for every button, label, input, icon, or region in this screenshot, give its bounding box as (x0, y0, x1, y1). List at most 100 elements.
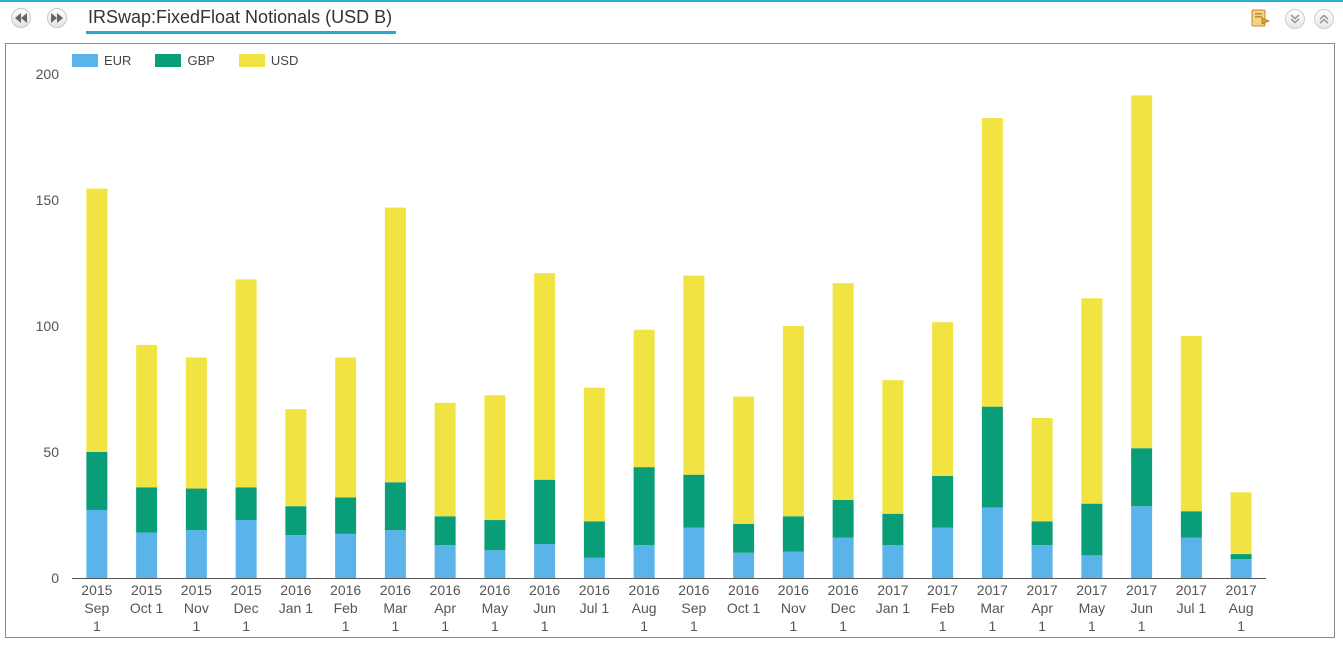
y-tick-label: 200 (36, 66, 60, 82)
bar-eur (882, 545, 904, 578)
x-tick-label: 2016 Oct 1 (727, 582, 761, 616)
legend-label-eur: EUR (104, 53, 132, 68)
bar-gbp (633, 467, 655, 546)
export-icon (1251, 9, 1271, 27)
bar-usd (1180, 336, 1202, 512)
bar-gbp (1031, 521, 1053, 546)
bar-gbp (534, 479, 556, 544)
bar-gbp (882, 513, 904, 546)
x-tick-label: 2017 Jun 1 (1126, 582, 1157, 634)
bar-gbp (683, 474, 705, 528)
bar-usd (285, 409, 307, 507)
x-tick-label: 2015 Nov 1 (181, 582, 212, 634)
bar-gbp (335, 497, 357, 534)
bar-usd (782, 326, 804, 517)
bar-gbp (1180, 511, 1202, 538)
x-tick-label: 2016 Jun 1 (529, 582, 560, 634)
x-tick-label: 2016 Dec 1 (828, 582, 859, 634)
bar-gbp (782, 516, 804, 552)
bar-gbp (932, 475, 954, 528)
bar-eur (484, 550, 506, 578)
y-tick-label: 150 (36, 192, 60, 208)
x-tick-label: 2016 Aug 1 (629, 582, 660, 634)
bar-gbp (434, 516, 456, 546)
bar-gbp (86, 452, 108, 510)
collapse-icon (1290, 14, 1300, 24)
legend-item-gbp[interactable]: GBP (155, 53, 215, 68)
bar-gbp (1081, 503, 1103, 556)
x-tick-label: 2017 Jul 1 (1176, 582, 1207, 616)
legend-swatch-usd (238, 54, 265, 67)
x-tick-label: 2017 Apr 1 (1027, 582, 1058, 634)
bar-usd (633, 329, 655, 468)
x-tick-label: 2017 May 1 (1076, 582, 1107, 634)
expand-icon (1319, 14, 1329, 24)
x-tick-label: 2016 Jul 1 (579, 582, 610, 616)
bar-usd (185, 357, 207, 489)
bar-gbp (583, 521, 605, 558)
title-tab[interactable]: IRSwap:FixedFloat Notionals (USD B) (86, 3, 397, 34)
bar-eur (1230, 559, 1252, 578)
expand-button[interactable] (1314, 9, 1334, 29)
bar-eur (981, 507, 1003, 578)
bar-eur (1031, 545, 1053, 578)
chart-panel (5, 43, 1335, 638)
bar-usd (1031, 417, 1053, 522)
x-tick-label: 2017 Aug 1 (1226, 582, 1257, 634)
next-button[interactable] (47, 8, 67, 28)
bar-usd (882, 380, 904, 514)
bar-usd (235, 279, 257, 488)
chart-legend: EUR GBP USD (72, 53, 322, 68)
bar-usd (534, 273, 556, 480)
bar-eur (832, 537, 854, 578)
bar-usd (484, 395, 506, 521)
bar-usd (1131, 95, 1153, 449)
bar-usd (832, 283, 854, 500)
bar-eur (534, 543, 556, 578)
bar-usd (384, 207, 406, 483)
legend-item-eur[interactable]: EUR (72, 53, 131, 68)
bar-eur (782, 551, 804, 578)
legend-swatch-gbp (155, 54, 182, 67)
fast-forward-icon (51, 13, 63, 23)
bar-eur (185, 530, 207, 578)
bar-eur (335, 533, 357, 578)
x-tick-label: 2017 Mar 1 (977, 582, 1008, 634)
bar-eur (285, 535, 307, 578)
x-tick-label: 2016 Jan 1 (279, 582, 313, 616)
legend-swatch-eur (72, 54, 98, 67)
previous-button[interactable] (11, 8, 31, 28)
bar-usd (1081, 298, 1103, 504)
legend-item-usd[interactable]: USD (238, 53, 299, 68)
bar-gbp (1131, 448, 1153, 507)
bar-usd (733, 396, 755, 524)
x-tick-label: 2017 Jan 1 (876, 582, 910, 616)
x-tick-label: 2015 Oct 1 (130, 582, 164, 616)
bar-usd (583, 387, 605, 522)
bar-eur (384, 530, 406, 578)
bar-eur (583, 557, 605, 578)
bar-eur (1180, 537, 1202, 578)
bar-usd (434, 402, 456, 517)
bar-eur (932, 527, 954, 578)
bar-gbp (136, 487, 158, 533)
x-tick-label: 2015 Sep 1 (81, 582, 112, 634)
x-tick-label: 2016 May 1 (479, 582, 510, 634)
x-tick-label: 2016 Apr 1 (430, 582, 461, 634)
x-tick-label: 2016 Sep 1 (678, 582, 709, 634)
bar-gbp (185, 488, 207, 531)
bar-usd (683, 275, 705, 475)
bar-eur (136, 532, 158, 578)
top-accent-rule (0, 0, 1343, 2)
bar-eur (1081, 555, 1103, 578)
export-button[interactable] (1250, 8, 1271, 28)
bar-usd (86, 188, 108, 452)
bar-gbp (981, 406, 1003, 508)
bar-usd (1230, 492, 1252, 555)
bar-usd (136, 344, 158, 488)
x-tick-label: 2016 Feb 1 (330, 582, 361, 634)
collapse-button[interactable] (1285, 9, 1305, 29)
legend-label-usd: USD (270, 53, 299, 68)
bar-gbp (1230, 554, 1252, 560)
